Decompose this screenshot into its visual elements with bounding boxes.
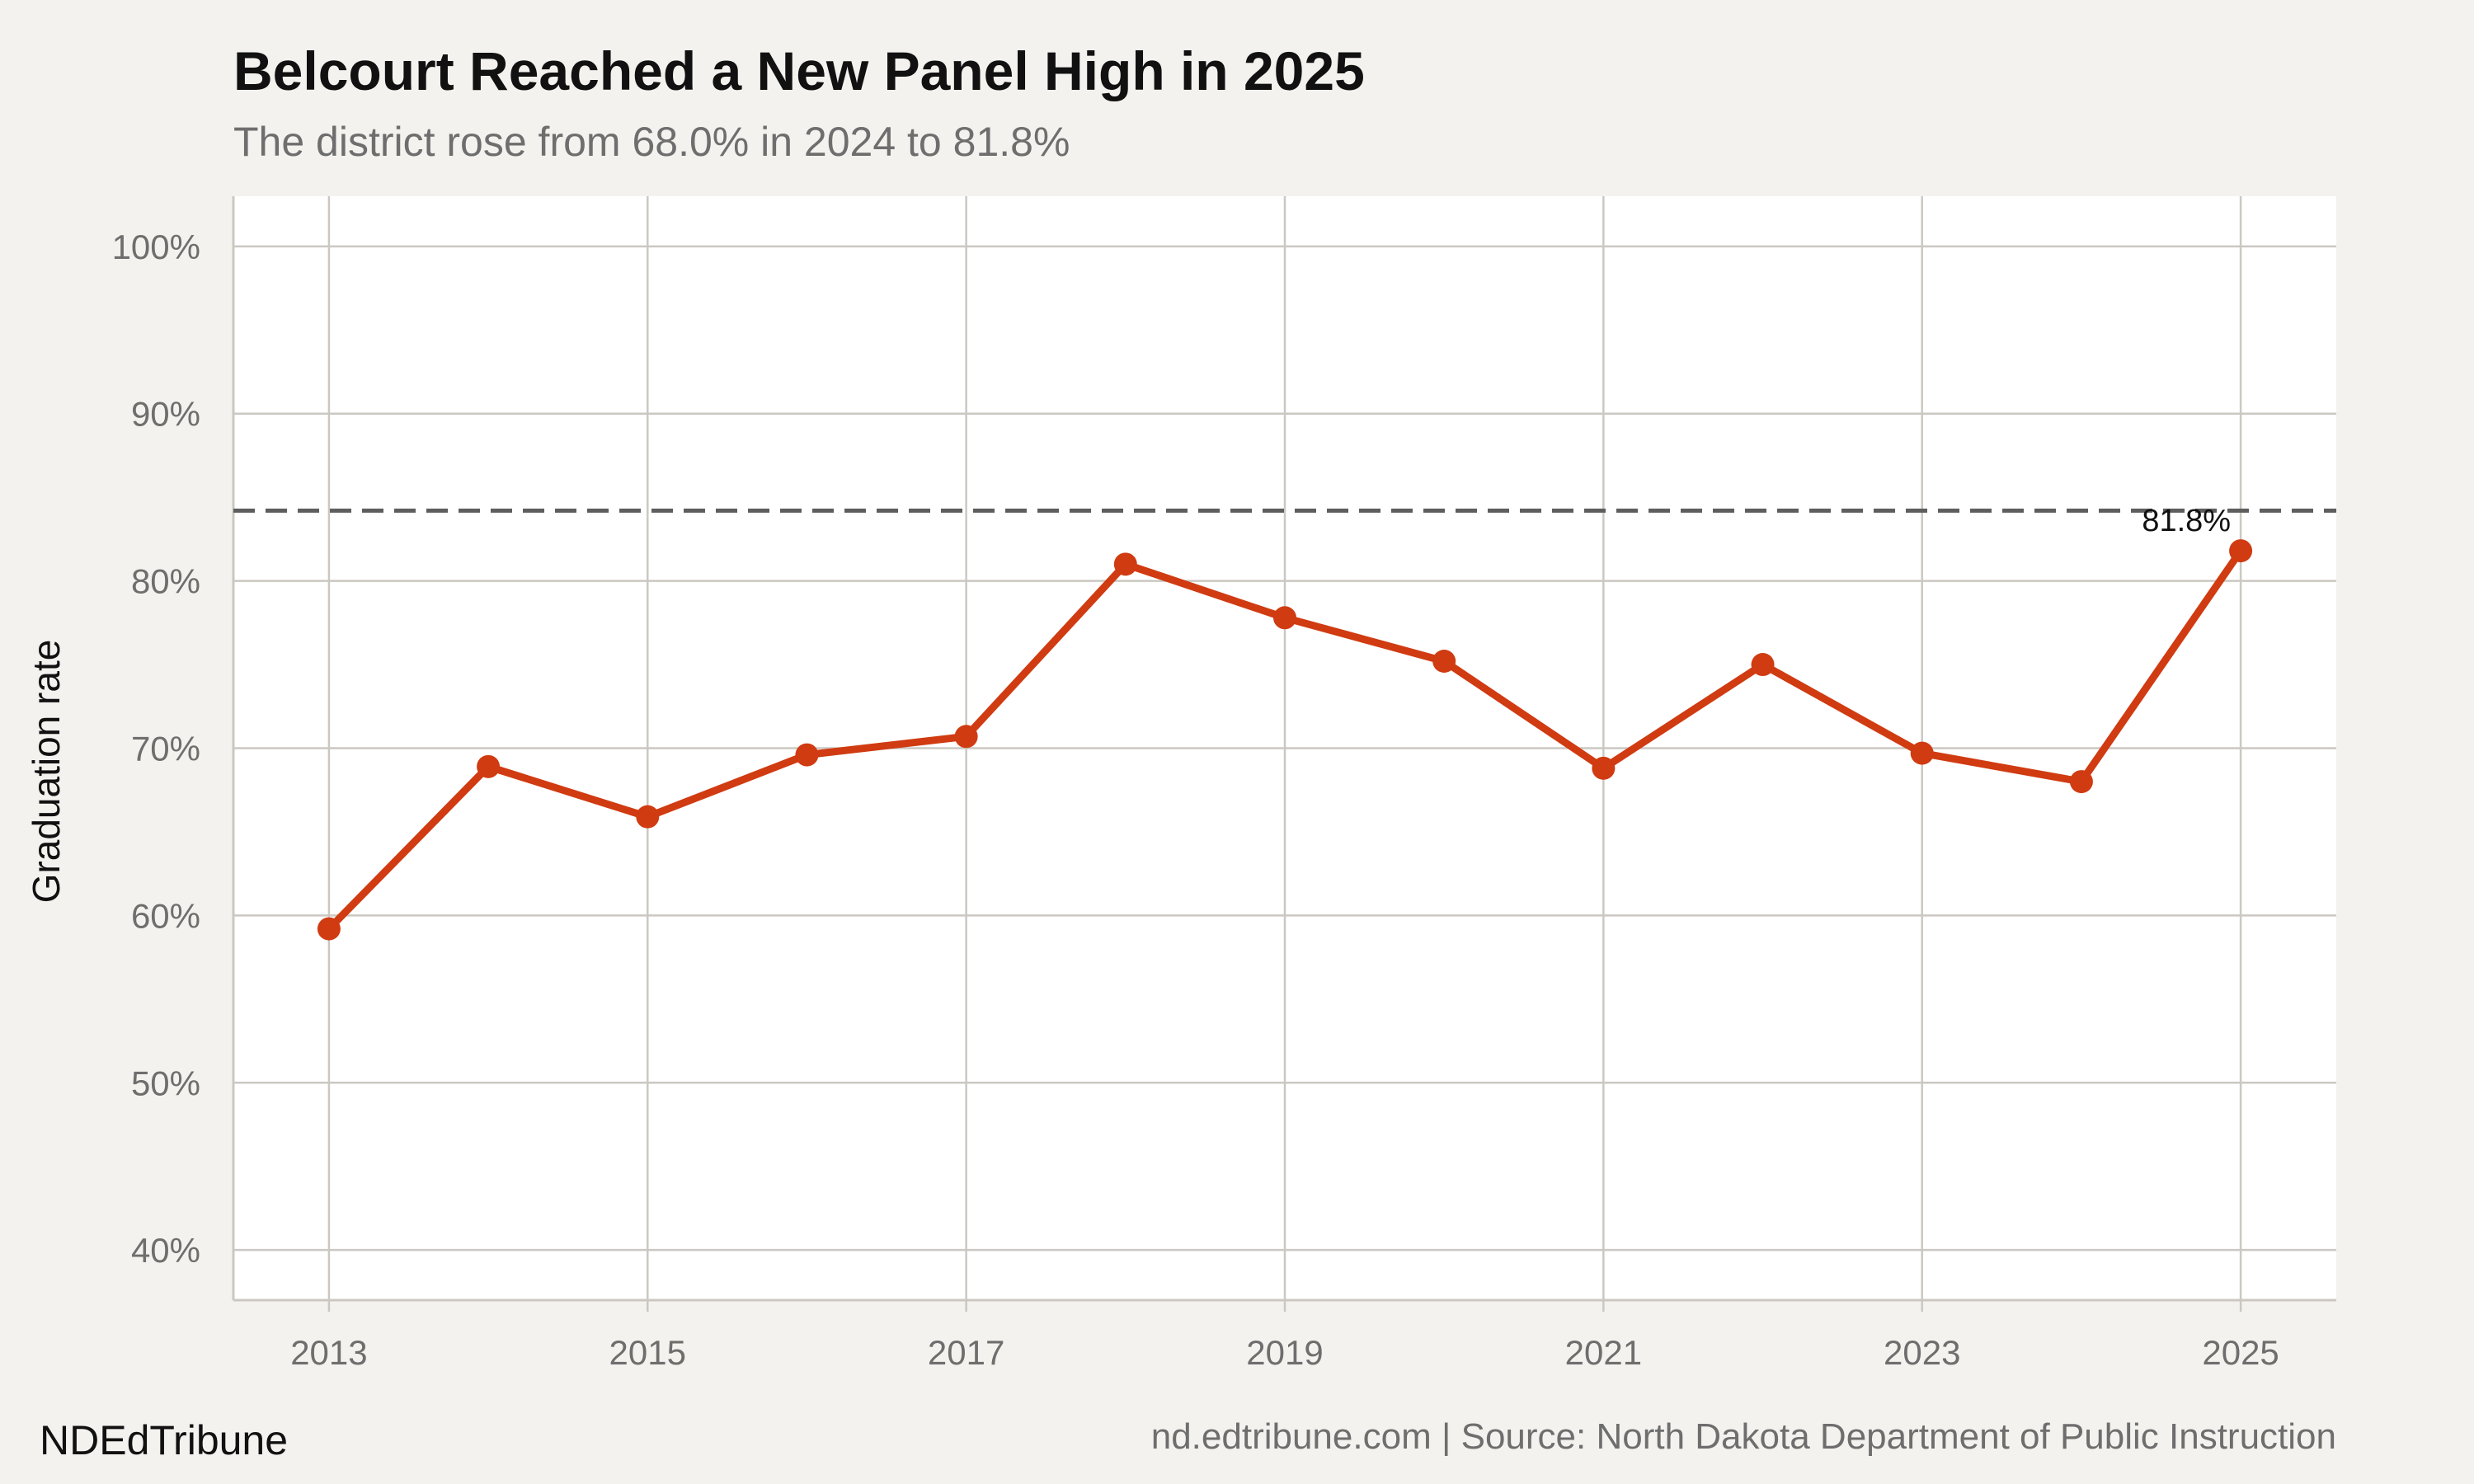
data-point [636,805,660,829]
annotation-label: 81.8% [2142,504,2231,538]
x-tick-label: 2023 [1884,1333,1960,1372]
data-point [1432,650,1456,674]
data-point [1751,653,1775,677]
x-tick-label: 2015 [609,1333,686,1372]
x-tick-label: 2025 [2202,1333,2279,1372]
data-point [795,743,819,767]
y-tick-label: 100% [112,228,200,266]
data-point [2069,770,2093,794]
data-point [477,754,501,778]
data-point [1592,756,1616,780]
y-tick-label: 80% [131,562,200,601]
data-point [2229,539,2253,563]
data-point [1113,552,1137,576]
data-point [954,725,978,749]
x-tick-label: 2019 [1246,1333,1323,1372]
chart-subtitle: The district rose from 68.0% in 2024 to … [233,119,1070,165]
y-tick-label: 60% [131,896,200,935]
x-tick-label: 2021 [1565,1333,1642,1372]
source-credit: nd.edtribune.com | Source: North Dakota … [1150,1416,2336,1457]
y-axis-title: Graduation rate [25,640,68,904]
y-tick-label: 90% [131,395,200,434]
x-tick-label: 2013 [290,1333,367,1372]
data-point [1910,741,1934,765]
chart-title: Belcourt Reached a New Panel High in 202… [233,40,1365,101]
y-tick-label: 70% [131,730,200,768]
y-tick-label: 40% [131,1231,200,1270]
data-point [1273,606,1296,630]
x-tick-label: 2017 [928,1333,1004,1372]
y-tick-label: 50% [131,1064,200,1102]
data-point [317,917,341,941]
brand-name: NDEdTribune [40,1417,289,1463]
